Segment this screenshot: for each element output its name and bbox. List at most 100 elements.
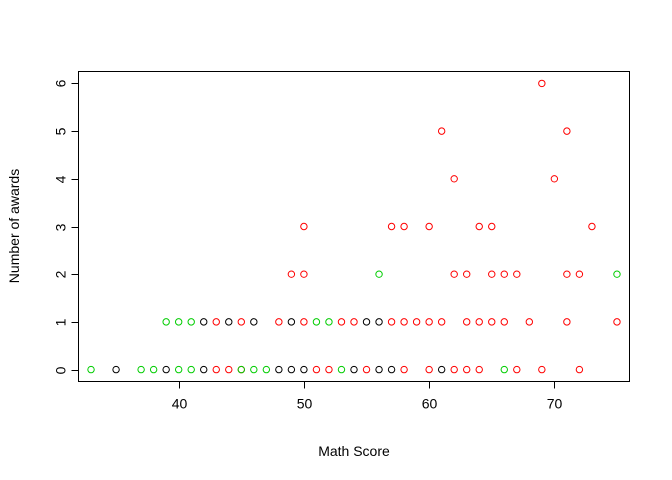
data-point	[425, 222, 433, 231]
plot-frame	[78, 71, 630, 382]
data-point	[237, 365, 245, 374]
data-point	[162, 365, 170, 374]
data-point	[513, 270, 521, 278]
data-point	[162, 318, 170, 326]
data-point	[575, 365, 584, 374]
y-tick-label: 1	[53, 318, 69, 326]
data-point	[412, 318, 421, 326]
data-point	[475, 318, 483, 326]
data-point	[400, 222, 408, 231]
data-point	[200, 365, 208, 374]
data-point	[425, 365, 433, 374]
data-point	[250, 365, 258, 374]
data-point	[312, 365, 321, 374]
data-point	[187, 365, 195, 374]
data-point	[463, 365, 471, 374]
data-point	[250, 318, 258, 326]
x-tick-label: 60	[422, 396, 438, 412]
y-tick-label: 6	[53, 79, 69, 87]
data-point	[613, 318, 621, 326]
x-axis-title: Math Score	[318, 443, 390, 459]
data-point	[588, 222, 596, 231]
data-point	[325, 365, 333, 374]
data-point	[563, 318, 571, 326]
x-tick-label: 70	[547, 396, 563, 412]
data-point	[488, 318, 496, 326]
data-point	[500, 318, 508, 326]
y-tick-label: 4	[53, 175, 69, 183]
data-point	[287, 365, 296, 374]
data-point	[538, 365, 546, 374]
data-point	[437, 365, 446, 374]
data-point	[275, 365, 283, 374]
data-point	[362, 318, 371, 326]
data-point	[550, 175, 559, 183]
data-point	[500, 270, 508, 278]
y-tick-label: 3	[53, 223, 69, 231]
data-point	[225, 365, 233, 374]
data-point	[463, 318, 471, 326]
data-point	[375, 270, 383, 278]
data-point	[149, 365, 158, 374]
data-point	[613, 270, 621, 278]
x-tick-label: 50	[297, 396, 313, 412]
data-point	[463, 270, 471, 278]
data-point	[350, 318, 358, 326]
data-point	[475, 222, 483, 231]
data-point	[287, 318, 296, 326]
data-point	[525, 318, 534, 326]
y-tick-label: 0	[53, 366, 69, 374]
data-point	[488, 270, 496, 278]
data-points	[87, 79, 621, 374]
y-axis-title: Number of awards	[6, 169, 22, 283]
data-point	[575, 270, 584, 278]
data-point	[300, 365, 308, 374]
data-point	[262, 365, 271, 374]
x-tick-label: 40	[172, 396, 188, 412]
data-point	[387, 222, 396, 231]
x-axis: 40 50 60 70	[172, 381, 563, 412]
data-point	[450, 270, 458, 278]
data-point	[387, 365, 396, 374]
data-point	[513, 365, 521, 374]
data-point	[300, 318, 308, 326]
data-point	[275, 318, 283, 326]
data-point	[312, 318, 321, 326]
data-point	[337, 318, 346, 326]
data-point	[137, 365, 145, 374]
data-point	[400, 365, 408, 374]
y-tick-label: 2	[53, 270, 69, 278]
data-point	[300, 270, 308, 278]
data-point	[212, 365, 220, 374]
y-axis: 0 1 2 3 4 5 6	[53, 79, 79, 374]
data-point	[350, 365, 358, 374]
data-point	[174, 318, 183, 326]
data-point	[200, 318, 208, 326]
data-point	[450, 365, 458, 374]
y-tick-label: 5	[53, 127, 69, 135]
data-point	[387, 318, 396, 326]
data-point	[375, 365, 383, 374]
data-point	[187, 318, 195, 326]
data-point	[375, 318, 383, 326]
data-point	[237, 318, 245, 326]
data-point	[538, 79, 546, 88]
data-point	[437, 318, 446, 326]
data-point	[337, 365, 346, 374]
data-point	[563, 127, 571, 135]
data-point	[362, 365, 371, 374]
data-point	[112, 365, 120, 374]
data-point	[87, 365, 95, 374]
data-point	[287, 270, 296, 278]
data-point	[425, 318, 433, 326]
data-point	[450, 175, 458, 183]
data-point	[437, 127, 446, 135]
data-point	[488, 222, 496, 231]
data-point	[325, 318, 333, 326]
data-point	[475, 365, 483, 374]
data-point	[212, 318, 220, 326]
data-point	[225, 318, 233, 326]
data-point	[500, 365, 508, 374]
data-point	[563, 270, 571, 278]
